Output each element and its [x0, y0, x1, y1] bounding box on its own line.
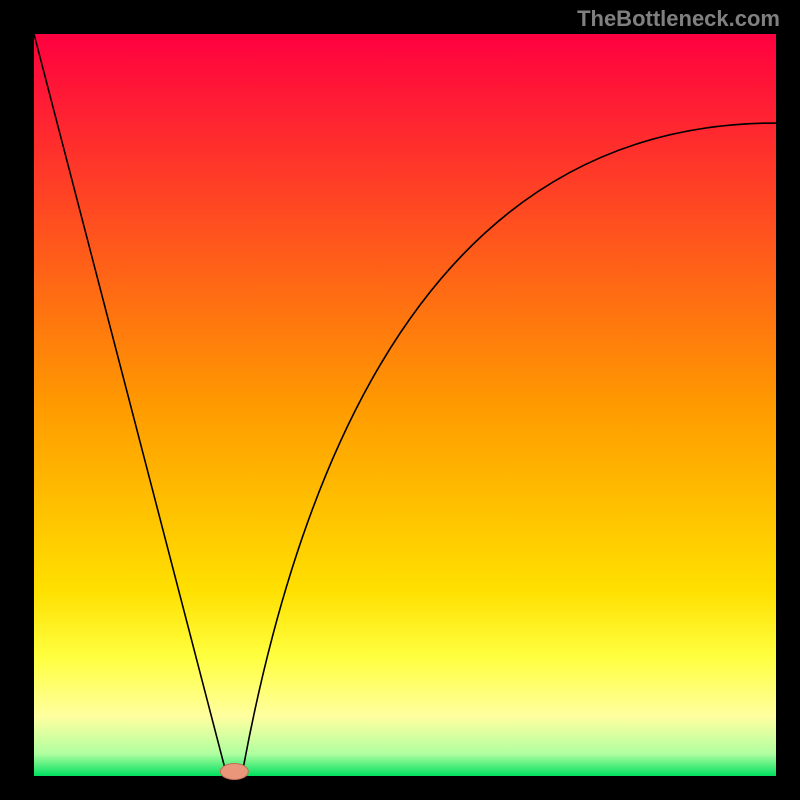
chart-container: TheBottleneck.com — [0, 0, 800, 800]
plot-area — [34, 34, 776, 776]
watermark-text: TheBottleneck.com — [577, 6, 780, 32]
